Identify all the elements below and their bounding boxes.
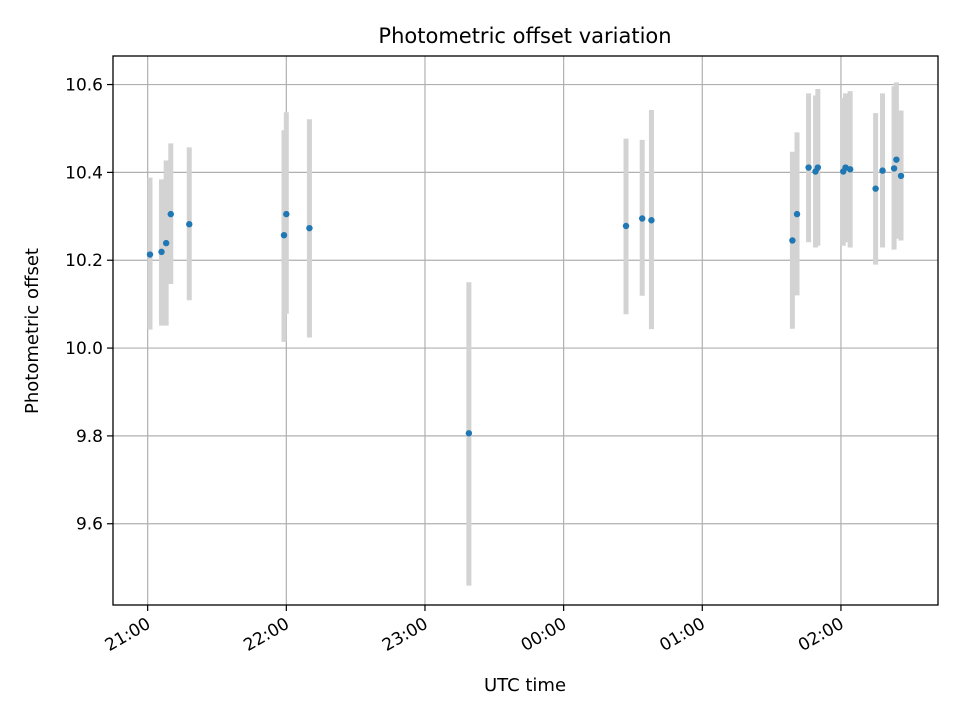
data-point [846, 166, 854, 173]
data-point [648, 217, 655, 224]
data-point [872, 185, 879, 192]
y-tick-label: 10.6 [65, 76, 103, 96]
data-point [186, 221, 193, 228]
y-tick-label: 9.8 [76, 427, 103, 447]
data-point [805, 164, 812, 171]
chart-title: Photometric offset variation [378, 24, 671, 48]
data-point [789, 237, 796, 244]
data-point [897, 172, 905, 180]
y-axis: 9.6 9.8 10.0 10.2 10.4 10.6 [65, 76, 113, 535]
y-tick-label: 10.4 [65, 163, 103, 183]
data-point [306, 224, 313, 232]
data-point [879, 167, 886, 174]
data-point [146, 251, 154, 258]
data-point [893, 156, 900, 163]
data-point [283, 210, 290, 218]
data-point [639, 215, 646, 222]
data-point [793, 210, 801, 218]
x-axis-label: UTC time [484, 675, 566, 696]
plot-frame [112, 55, 939, 606]
y-axis-label: Photometric offset [22, 248, 43, 414]
data-point [158, 248, 165, 256]
data-point [167, 210, 174, 218]
y-tick-label: 9.6 [76, 515, 103, 535]
data-point [465, 430, 473, 437]
y-tick-label: 10.0 [65, 339, 103, 359]
data-point [890, 165, 898, 172]
data-points [146, 156, 905, 437]
data-point [622, 222, 630, 230]
data-point [162, 239, 170, 247]
y-tick-label: 10.2 [65, 251, 103, 271]
data-point [280, 231, 288, 239]
data-point [814, 164, 822, 171]
